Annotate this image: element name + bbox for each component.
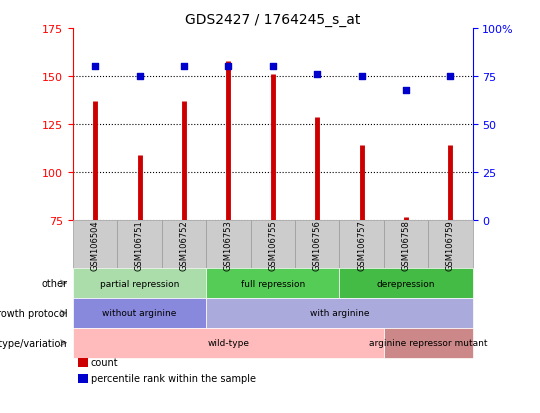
Text: GSM106753: GSM106753 xyxy=(224,219,233,270)
Text: percentile rank within the sample: percentile rank within the sample xyxy=(91,373,256,383)
Text: growth protocol: growth protocol xyxy=(0,308,68,318)
Point xyxy=(91,64,99,71)
Text: GSM106758: GSM106758 xyxy=(401,219,410,270)
Point xyxy=(313,72,321,78)
Text: GSM106751: GSM106751 xyxy=(135,219,144,270)
Text: GSM106757: GSM106757 xyxy=(357,219,366,270)
Point xyxy=(224,64,233,71)
Point xyxy=(357,74,366,80)
Text: wild-type: wild-type xyxy=(207,338,249,347)
Text: GSM106755: GSM106755 xyxy=(268,219,277,270)
Point xyxy=(180,64,188,71)
Point xyxy=(402,87,410,94)
Point xyxy=(446,74,455,80)
Point xyxy=(268,64,277,71)
Text: arginine repressor mutant: arginine repressor mutant xyxy=(369,338,488,347)
Text: partial repression: partial repression xyxy=(100,279,179,288)
Text: with arginine: with arginine xyxy=(309,309,369,318)
Text: derepression: derepression xyxy=(377,279,435,288)
Text: count: count xyxy=(91,357,118,367)
Text: GSM106752: GSM106752 xyxy=(179,219,188,270)
Text: without arginine: without arginine xyxy=(102,309,177,318)
Text: GSM106504: GSM106504 xyxy=(91,219,99,270)
Title: GDS2427 / 1764245_s_at: GDS2427 / 1764245_s_at xyxy=(185,12,360,26)
Text: genotype/variation: genotype/variation xyxy=(0,338,68,348)
Text: GSM106756: GSM106756 xyxy=(313,219,322,270)
Text: other: other xyxy=(42,278,68,288)
Text: full repression: full repression xyxy=(241,279,305,288)
Text: GSM106759: GSM106759 xyxy=(446,219,455,270)
Point xyxy=(135,74,144,80)
